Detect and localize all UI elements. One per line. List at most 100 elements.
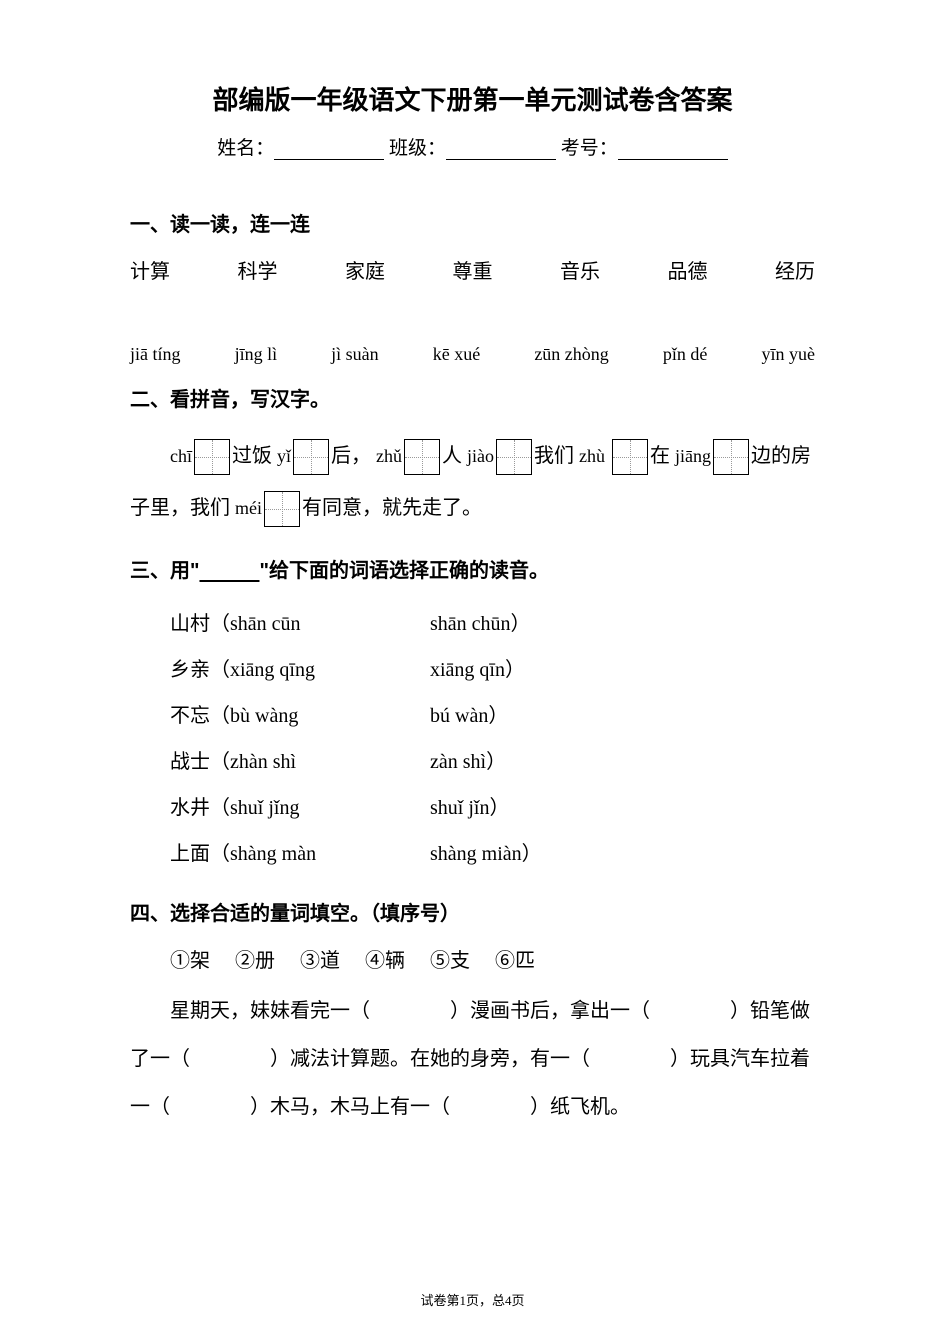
q2-pinyin: zhù	[579, 446, 605, 466]
q1-word: 尊重	[453, 255, 493, 284]
q1-pinyin: jiā tíng	[130, 344, 181, 365]
q3-word: 乡亲	[170, 659, 210, 681]
q1-pinyin: pǐn dé	[663, 344, 708, 365]
char-box	[612, 439, 648, 475]
q3-opt: zàn shì	[430, 739, 486, 785]
q2-text: 人	[442, 445, 467, 467]
q2-text: 后，	[331, 445, 371, 467]
q4-heading: 四、选择合适的量词填空。（填序号）	[130, 897, 815, 926]
q3-opt: xiāng qīn	[430, 647, 505, 693]
q4-text: ）木马，木马上有一（	[250, 1096, 450, 1118]
q1-pinyin: jì suàn	[331, 344, 379, 365]
q2-pinyin: chī	[170, 446, 192, 466]
name-blank	[274, 141, 384, 160]
q4-option: ①架	[170, 950, 210, 972]
q4-option: ④辆	[365, 950, 405, 972]
q3-item: 不忘（bù wàngbú wàn）	[170, 693, 815, 739]
char-box	[194, 439, 230, 475]
q4-text: 星期天，妹妹看完一（	[170, 1000, 370, 1022]
char-box	[264, 491, 300, 527]
q4-option: ⑥匹	[495, 950, 535, 972]
footer-mid: 页，总	[466, 1293, 505, 1308]
q1-word: 经历	[775, 255, 815, 284]
footer-suffix: 页	[512, 1293, 525, 1308]
q3-heading-suffix: "给下面的词语选择正确的读音。	[259, 560, 548, 582]
q3-opt: shuǐ jǐng	[230, 797, 299, 819]
q2-pinyin: jiāng	[675, 446, 711, 466]
q3-opt: shuǐ jǐn	[430, 785, 489, 831]
q1-pinyin: yīn yuè	[761, 344, 815, 365]
q4-option: ②册	[235, 950, 275, 972]
class-label: 班级：	[389, 138, 446, 159]
q3-opt: shàng màn	[230, 843, 316, 865]
q4-option: ⑤支	[430, 950, 470, 972]
q3-word: 水井	[170, 797, 210, 819]
q1-word: 计算	[130, 255, 170, 284]
q4-blank	[370, 987, 450, 1035]
q2-pinyin: méi	[235, 498, 262, 518]
q3-item: 战士（zhàn shìzàn shì）	[170, 739, 815, 785]
q2-text: 我们	[534, 445, 579, 467]
q4-body: 星期天，妹妹看完一（ ）漫画书后，拿出一（ ）铅笔做了一（ ）减法计算题。在她的…	[130, 987, 815, 1131]
q3-word: 战士	[170, 751, 210, 773]
q4-blank	[190, 1035, 270, 1083]
q1-pinyins: jiā tíng jīng lì jì suàn kē xué zūn zhòn…	[130, 344, 815, 365]
q4-blank	[650, 987, 730, 1035]
q3-word: 上面	[170, 843, 210, 865]
q1-pinyin: kē xué	[433, 344, 480, 365]
char-box	[713, 439, 749, 475]
q3-item: 山村（shān cūnshān chūn）	[170, 601, 815, 647]
q2-pinyin: zhǔ	[376, 446, 402, 466]
q3-heading-prefix: 三、用"	[130, 560, 199, 582]
q4-text: ）漫画书后，拿出一（	[450, 1000, 650, 1022]
q3-list: 山村（shān cūnshān chūn） 乡亲（xiāng qīngxiāng…	[170, 601, 815, 877]
q1-pinyin: zūn zhòng	[534, 344, 608, 365]
q3-word: 不忘	[170, 705, 210, 727]
q2-text: 过饭	[232, 445, 277, 467]
q3-opt: bú wàn	[430, 693, 488, 739]
q2-text: 有同意，就先走了。	[302, 497, 482, 519]
q3-item: 水井（shuǐ jǐngshuǐ jǐn）	[170, 785, 815, 831]
q2-heading: 二、看拼音，写汉字。	[130, 383, 815, 412]
q1-heading: 一、读一读，连一连	[130, 208, 815, 237]
q3-opt: shān chūn	[430, 601, 511, 647]
q4-option: ③道	[300, 950, 340, 972]
q4-blank	[450, 1083, 530, 1131]
q2-pinyin: jiào	[467, 446, 494, 466]
q4-options: ①架 ②册 ③道 ④辆 ⑤支 ⑥匹	[130, 944, 815, 973]
q1-word: 品德	[668, 255, 708, 284]
q3-item: 上面（shàng mànshàng miàn）	[170, 831, 815, 877]
char-box	[293, 439, 329, 475]
q3-opt: shàng miàn	[430, 831, 522, 877]
q1-pinyin: jīng lì	[235, 344, 278, 365]
q3-opt: shān cūn	[230, 613, 301, 635]
q3-word: 山村	[170, 613, 210, 635]
q2-pinyin: yǐ	[277, 446, 291, 466]
q4-blank	[170, 1083, 250, 1131]
class-blank	[446, 141, 556, 160]
page-title: 部编版一年级语文下册第一单元测试卷含答案	[130, 80, 815, 117]
q4-blank	[590, 1035, 670, 1083]
q3-opt: zhàn shì	[230, 751, 296, 773]
q1-word: 音乐	[560, 255, 600, 284]
q1-word: 科学	[238, 255, 278, 284]
q3-opt: xiāng qīng	[230, 659, 315, 681]
q2-text: 在	[650, 445, 675, 467]
student-info-line: 姓名： 班级： 考号：	[130, 133, 815, 160]
q1-words: 计算 科学 家庭 尊重 音乐 品德 经历	[130, 255, 815, 284]
examno-blank	[618, 141, 728, 160]
q3-underline-mark	[199, 560, 259, 582]
q1-word: 家庭	[345, 255, 385, 284]
name-label: 姓名：	[217, 138, 274, 159]
footer-prefix: 试卷第	[420, 1293, 459, 1308]
q4-text: ）减法计算题。在她的身旁，有一（	[270, 1048, 590, 1070]
q4-text: ）纸飞机。	[530, 1096, 630, 1118]
q3-heading: 三、用" "给下面的词语选择正确的读音。	[130, 554, 815, 583]
examno-label: 考号：	[561, 138, 618, 159]
q3-item: 乡亲（xiāng qīngxiāng qīn）	[170, 647, 815, 693]
char-box	[496, 439, 532, 475]
q2-body: chī过饭 yǐ后， zhǔ人 jiào我们 zhù 在 jiāng边的房子里，…	[130, 430, 815, 534]
char-box	[404, 439, 440, 475]
q3-opt: bù wàng	[230, 705, 298, 727]
page-footer: 试卷第1页，总4页	[0, 1290, 945, 1309]
